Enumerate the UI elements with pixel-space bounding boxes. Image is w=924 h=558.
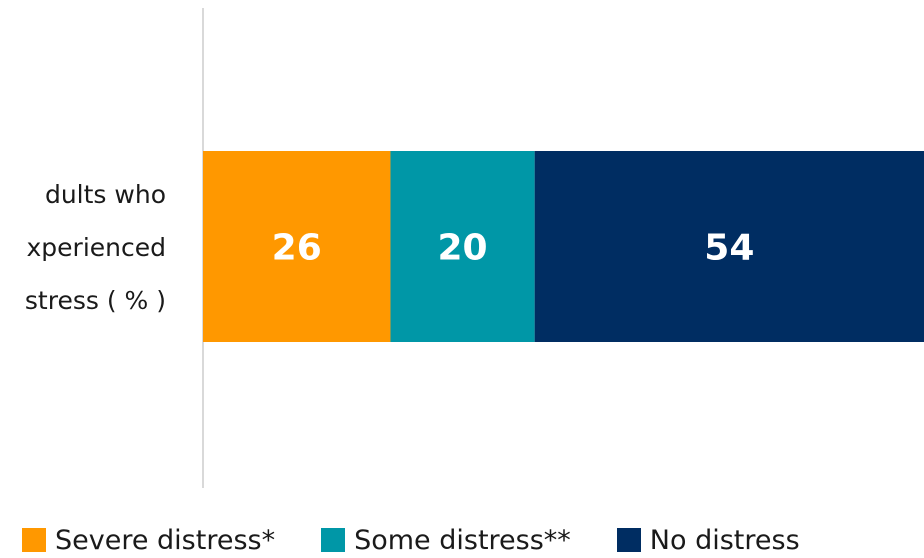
legend-swatch-some xyxy=(321,528,346,552)
bar-segment-1 xyxy=(390,151,535,342)
category-label-line: stress ( % ) xyxy=(24,286,166,315)
category-label-line: dults who xyxy=(44,180,166,209)
category-label-line: xperienced xyxy=(26,233,167,262)
legend-item-some: Some distress** xyxy=(321,525,571,556)
category-label: dults who xperienced stress ( % ) xyxy=(25,168,166,327)
data-label-0: 26 xyxy=(272,228,322,269)
legend-label-none: No distress xyxy=(649,524,800,556)
legend-swatch-severe xyxy=(22,528,46,552)
legend-item-severe: Severe distress* xyxy=(22,525,275,556)
bar-segment-0 xyxy=(203,151,391,342)
legend-label-some: Some distress** xyxy=(354,524,571,556)
legend: Severe distress* Some distress** No dist… xyxy=(22,522,800,558)
data-label-1: 20 xyxy=(438,228,488,269)
data-label-2: 54 xyxy=(704,228,754,269)
bar-segment-2 xyxy=(534,151,924,342)
legend-item-none: No distress xyxy=(616,524,800,556)
legend-label-severe: Severe distress* xyxy=(55,524,276,556)
legend-swatch-none xyxy=(616,528,641,552)
